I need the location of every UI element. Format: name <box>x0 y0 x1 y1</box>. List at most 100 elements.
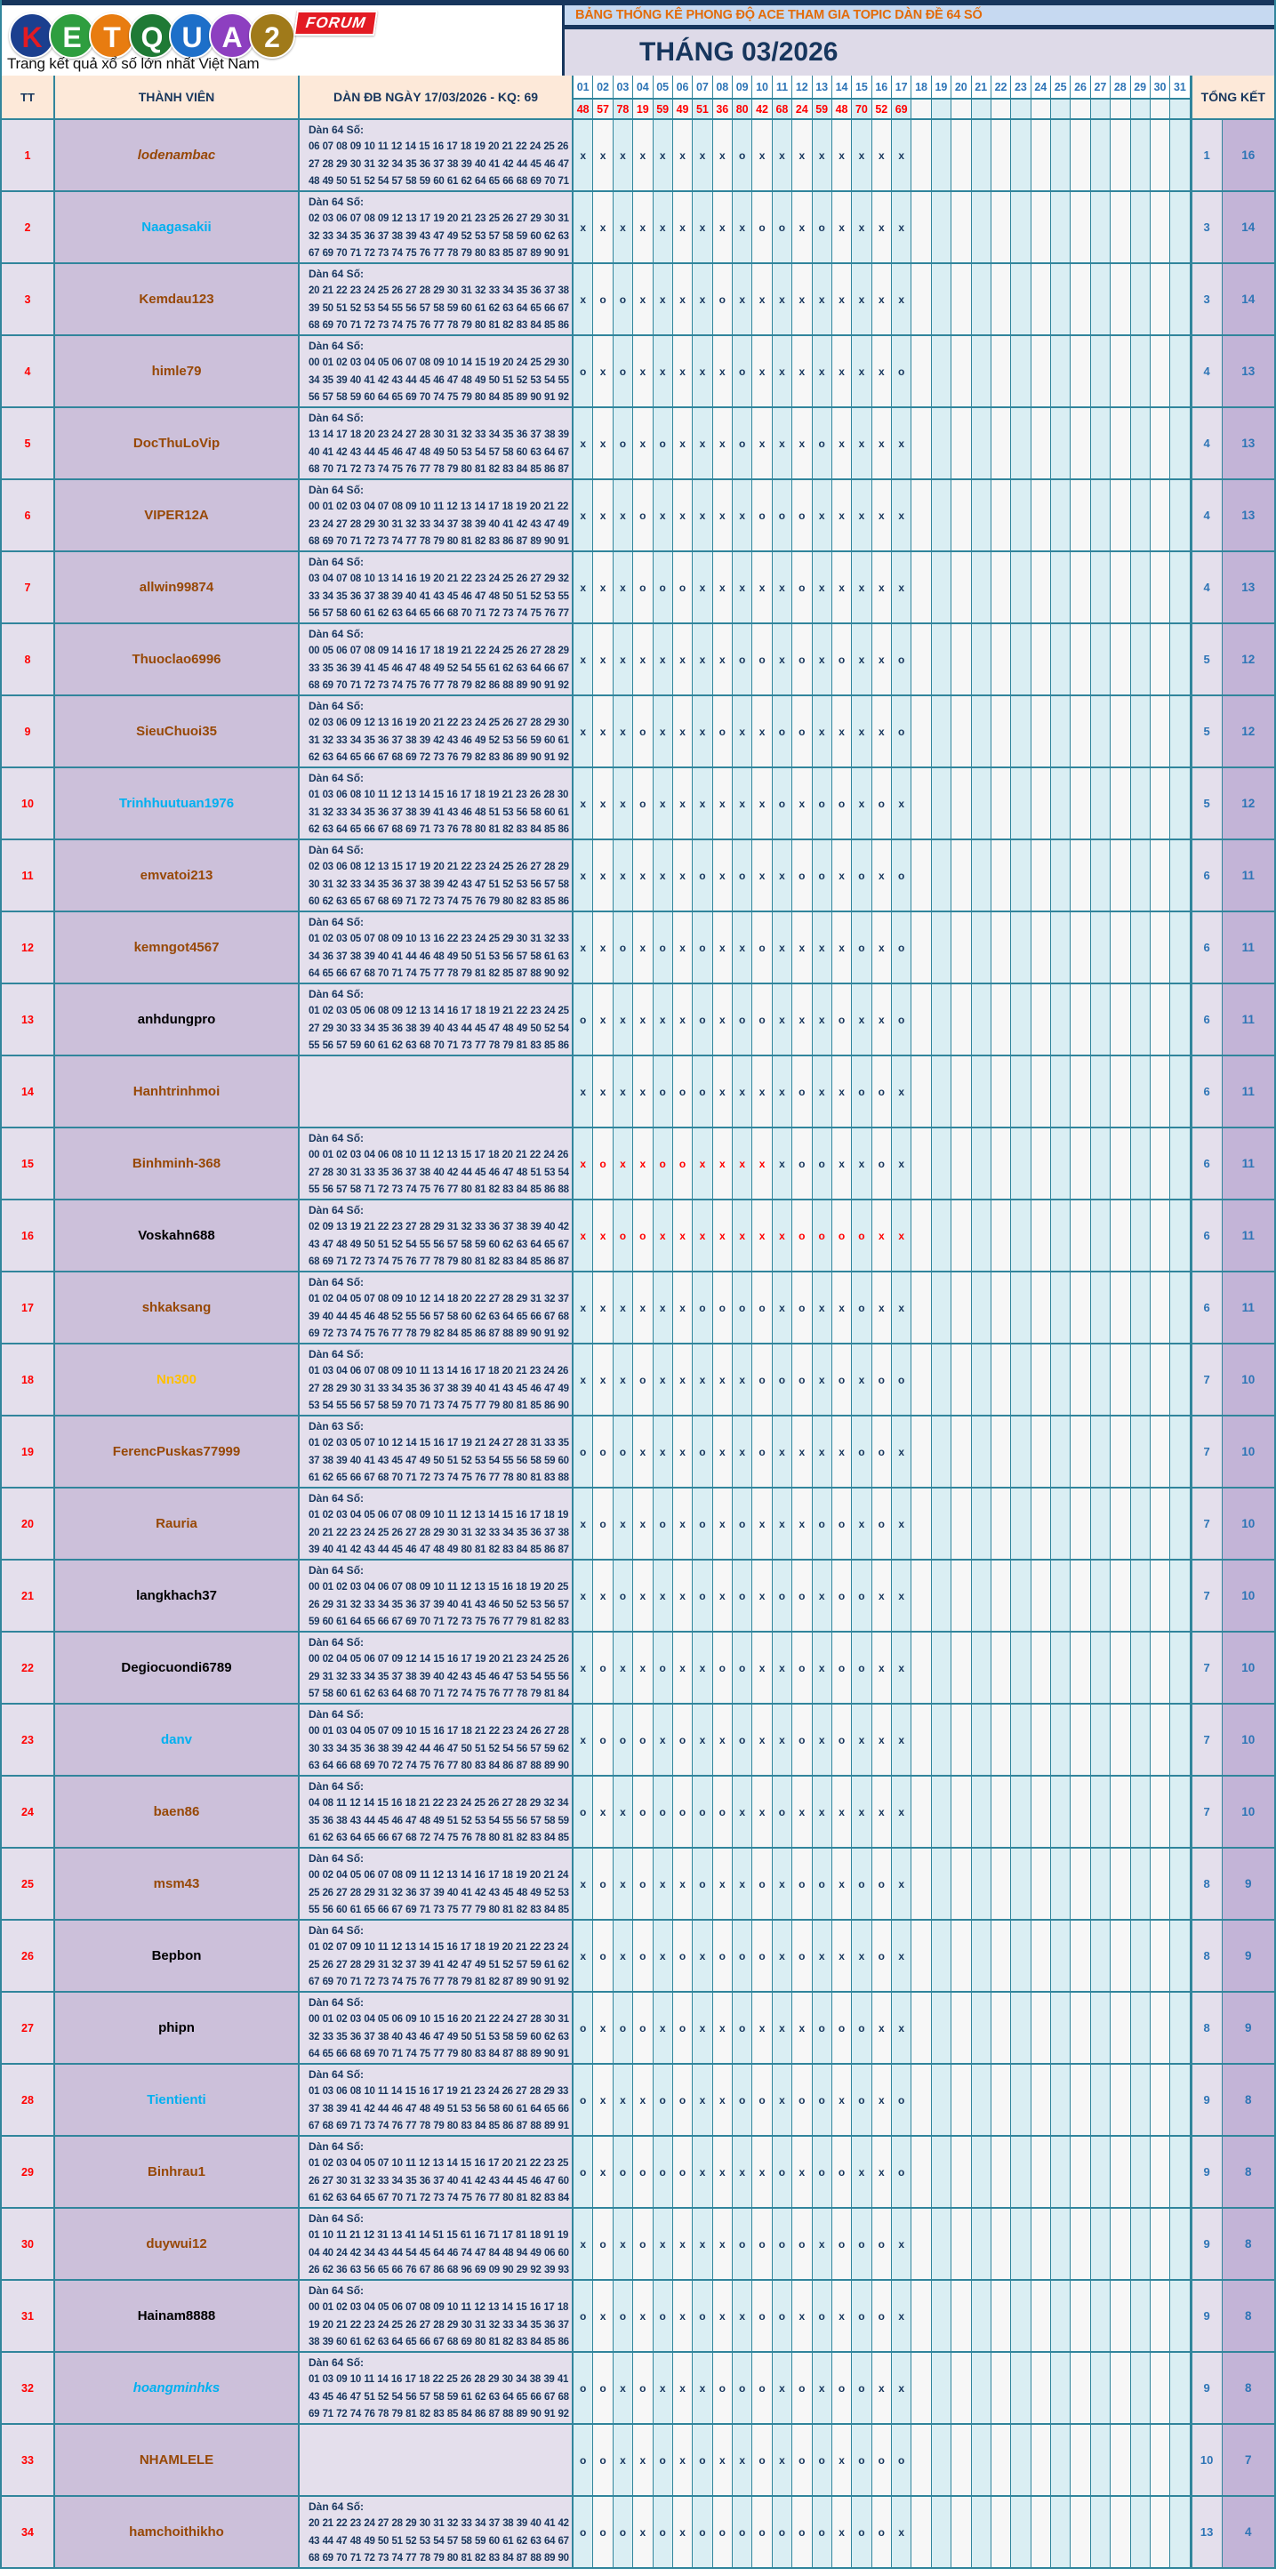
dan-label: Dàn 64 Số: <box>309 2356 365 2369</box>
day-empty <box>1150 1344 1171 1416</box>
day-empty <box>1111 2281 1131 2353</box>
day-mark: o <box>772 696 793 768</box>
day-empty <box>1071 2425 1091 2497</box>
day-mark: x <box>792 768 813 840</box>
day-mark: x <box>574 1633 594 1705</box>
day-result <box>1130 100 1150 120</box>
member-name: emvatoi213 <box>55 840 300 912</box>
day-mark: x <box>892 2497 912 2569</box>
day-mark: o <box>871 768 892 840</box>
total-misses: 3 <box>1190 192 1222 264</box>
day-mark: o <box>593 1128 614 1200</box>
member-dan-numbers: Dàn 64 Số: 03 04 07 08 10 13 14 16 19 20 … <box>300 552 574 624</box>
day-empty <box>1031 2065 1051 2137</box>
row-number: 15 <box>2 1128 55 1200</box>
member-dan-numbers: Dàn 64 Số: 00 01 02 03 04 05 06 07 08 09 … <box>300 2281 574 2353</box>
day-mark: x <box>613 2065 634 2137</box>
member-dan-numbers: Dàn 64 Số: 00 02 04 05 06 07 08 09 11 12 … <box>300 1849 574 1921</box>
day-empty <box>991 1272 1012 1344</box>
day-mark: x <box>871 984 892 1056</box>
day-mark: x <box>733 1056 753 1128</box>
day-mark: x <box>633 912 654 984</box>
day-empty <box>911 408 932 480</box>
day-empty <box>991 984 1012 1056</box>
day-empty <box>1031 1705 1051 1777</box>
day-mark: o <box>871 1921 892 1993</box>
day-mark: x <box>752 1705 773 1777</box>
dan-number-list: 00 02 04 05 06 07 08 09 11 12 13 14 16 1… <box>309 1870 569 1915</box>
total-hits: 10 <box>1221 1561 1274 1633</box>
day-empty <box>1031 624 1051 696</box>
total-hits: 9 <box>1221 1849 1274 1921</box>
row-number: 28 <box>2 2065 55 2137</box>
day-empty <box>991 2281 1012 2353</box>
day-empty <box>1170 2281 1191 2353</box>
row-number: 7 <box>2 552 55 624</box>
day-empty <box>1051 2281 1071 2353</box>
table-row: 18 Nn300 Dàn 64 Số: 01 03 04 06 07 08 09 10… <box>2 1344 1274 1416</box>
day-empty <box>1130 696 1151 768</box>
day-mark: x <box>672 192 694 264</box>
day-mark: o <box>574 2137 594 2209</box>
day-mark: x <box>693 1921 713 1993</box>
day-empty <box>1090 840 1111 912</box>
day-empty <box>971 1993 991 2065</box>
day-empty <box>971 696 991 768</box>
total-misses: 1 <box>1190 120 1222 192</box>
day-mark: x <box>613 840 634 912</box>
day-empty <box>1111 984 1131 1056</box>
day-empty <box>1150 840 1171 912</box>
day-empty <box>951 2425 972 2497</box>
member-dan-numbers: Dàn 64 Số: 01 02 03 05 07 08 09 10 13 16 … <box>300 912 574 984</box>
day-mark: x <box>613 1128 634 1200</box>
day-mark: x <box>712 984 733 1056</box>
day-mark: x <box>593 768 614 840</box>
day-empty <box>991 2065 1012 2137</box>
day-result: 49 <box>672 100 693 120</box>
day-mark: o <box>593 1705 614 1777</box>
day-mark: x <box>871 552 892 624</box>
day-empty <box>911 336 932 408</box>
day-mark: o <box>633 1993 654 2065</box>
day-column-header: 23 <box>1011 76 1031 120</box>
day-result <box>1090 100 1111 120</box>
dan-label: Dàn 64 Số: <box>309 1708 365 1721</box>
row-number: 12 <box>2 912 55 984</box>
day-mark: x <box>633 2281 654 2353</box>
day-empty <box>1150 480 1171 552</box>
day-mark: o <box>613 2497 634 2569</box>
day-empty <box>1111 696 1131 768</box>
day-empty <box>951 840 972 912</box>
day-mark: x <box>712 1705 733 1777</box>
day-mark: x <box>574 768 594 840</box>
member-dan-numbers: Dàn 64 Số: 02 09 13 19 21 22 23 27 28 29 … <box>300 1200 574 1272</box>
day-mark: x <box>812 264 832 336</box>
day-mark: x <box>871 1633 892 1705</box>
table-row: 22 Degiocuondi6789 Dàn 64 Số: 00 02 04 05 0… <box>2 1633 1274 1705</box>
day-empty <box>911 2137 932 2209</box>
day-mark: x <box>633 984 654 1056</box>
total-misses: 9 <box>1190 2137 1222 2209</box>
member-name: DocThuLoVip <box>55 408 300 480</box>
day-empty <box>971 1633 991 1705</box>
table-row: 32 hoangminhks Dàn 64 Số: 01 03 09 10 11 14… <box>2 2353 1274 2425</box>
day-mark: x <box>831 552 853 624</box>
total-misses: 6 <box>1190 1056 1222 1128</box>
day-mark: x <box>871 696 892 768</box>
row-number: 23 <box>2 1705 55 1777</box>
day-mark: x <box>752 408 773 480</box>
total-hits: 9 <box>1221 1993 1274 2065</box>
day-empty <box>1071 1128 1091 1200</box>
day-mark: x <box>633 1416 654 1489</box>
total-misses: 7 <box>1190 1344 1222 1416</box>
day-result: 68 <box>772 100 792 120</box>
member-dan-numbers: Dàn 64 Số: 20 21 22 23 24 25 26 27 28 29 … <box>300 264 574 336</box>
day-mark: o <box>792 696 813 768</box>
day-empty <box>1011 2065 1031 2137</box>
day-empty <box>1051 1200 1071 1272</box>
day-empty <box>1051 552 1071 624</box>
total-misses: 6 <box>1190 1272 1222 1344</box>
day-mark: o <box>831 1344 853 1416</box>
day-mark: o <box>852 2281 872 2353</box>
day-mark: x <box>871 1561 892 1633</box>
